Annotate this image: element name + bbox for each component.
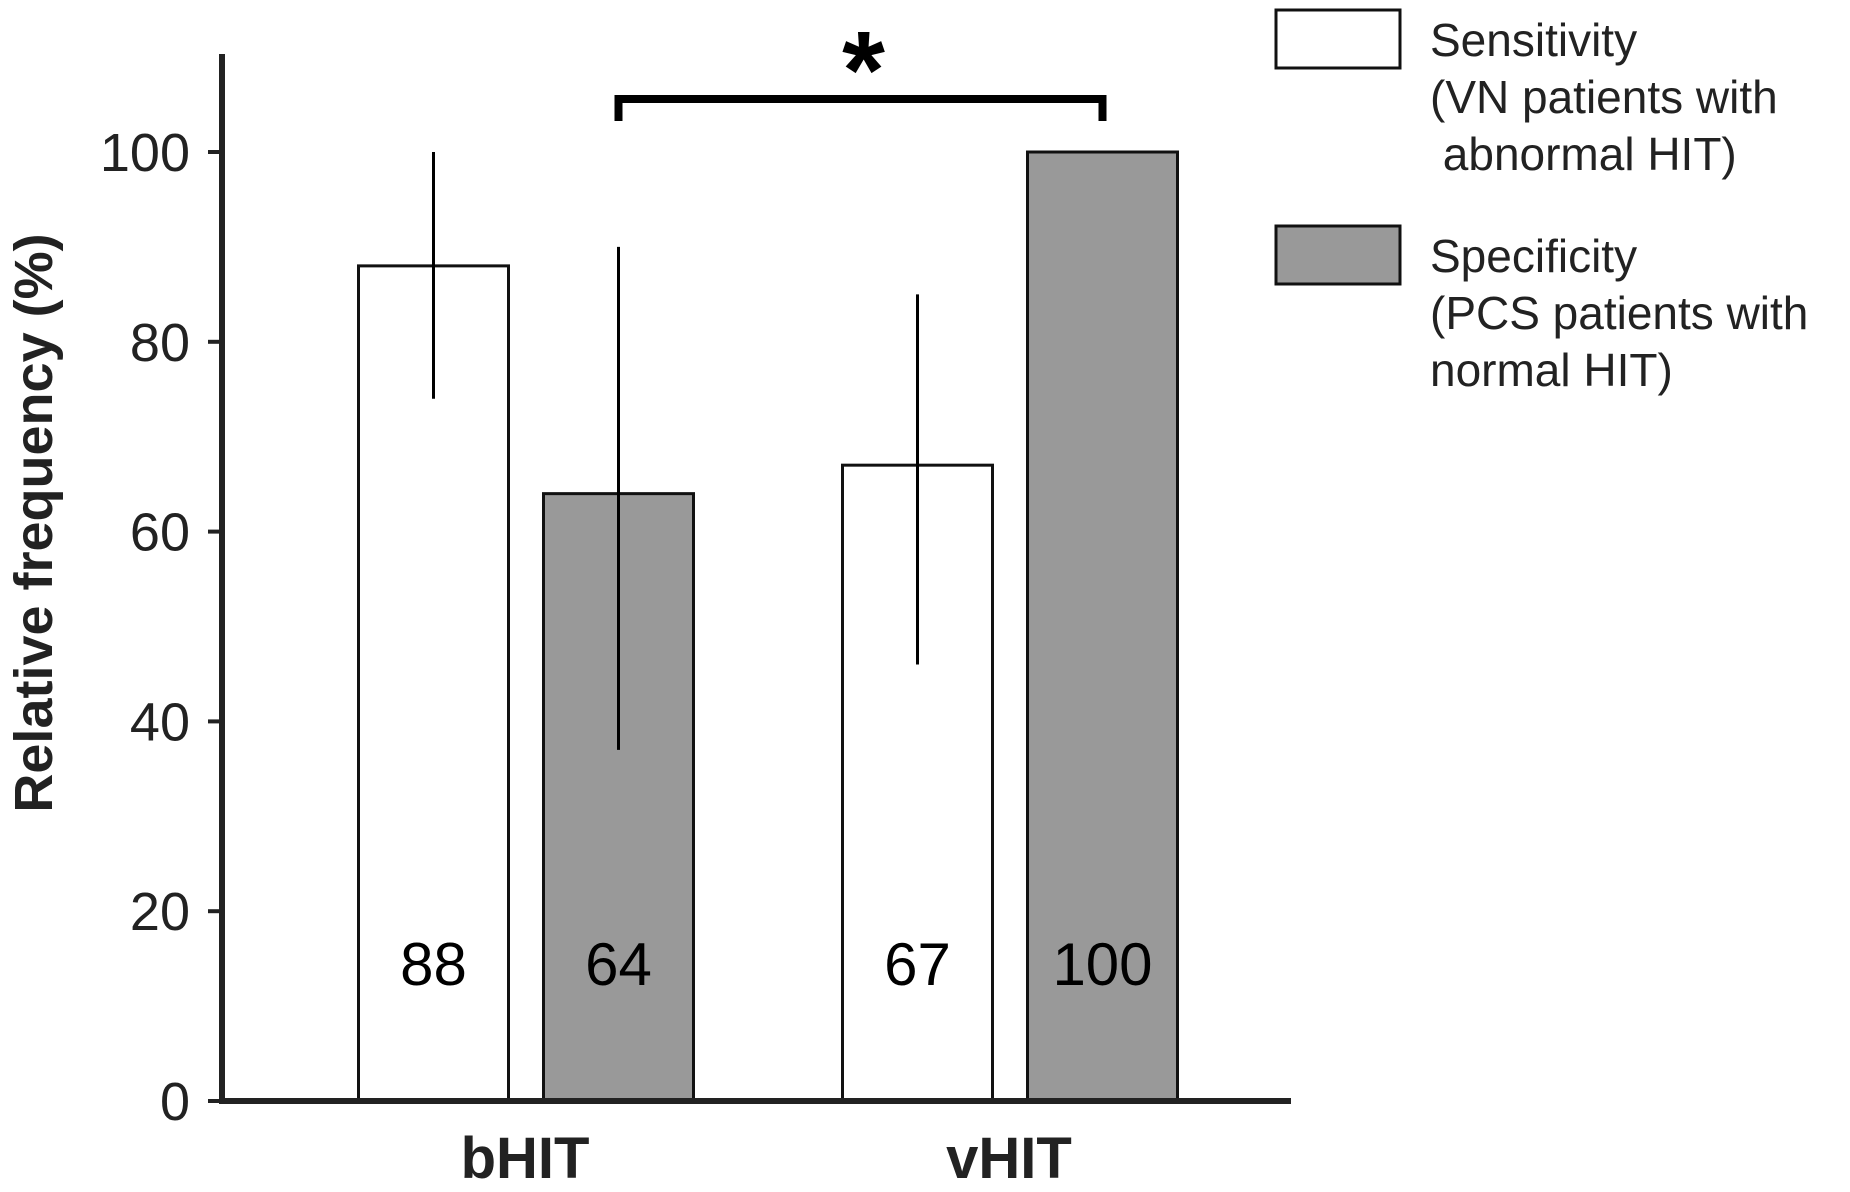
y-tick-label-20: 20 (130, 882, 190, 942)
y-tick-label-80: 80 (130, 313, 190, 373)
legend-line: Sensitivity (1430, 14, 1637, 66)
legend-swatch-specificity (1274, 224, 1402, 286)
bar-sensitivity-bhit (357, 264, 510, 1103)
x-category-label-vhit: vHIT (946, 1126, 1072, 1191)
x-category-label-bhit: bHIT (461, 1126, 590, 1191)
value-label-sensitivity-bhit: 88 (400, 931, 467, 998)
value-labels: 88 67 64 100 (400, 931, 1152, 998)
significance-bracket-line (614, 95, 1107, 121)
legend-line: abnormal HIT) (1430, 128, 1737, 180)
legend-line: (PCS patients with (1430, 287, 1808, 339)
legend-item-specificity: Specificity (PCS patients with normal HIT) (1274, 224, 1808, 396)
y-tick-label-60: 60 (130, 503, 190, 563)
significance-star: * (842, 9, 885, 132)
legend: Sensitivity (VN patients with abnormal HI… (1274, 8, 1808, 396)
axes-layer (219, 54, 1291, 1104)
legend-label-specificity: Specificity (PCS patients with normal HIT) (1430, 230, 1808, 396)
legend-line: Specificity (1430, 230, 1637, 282)
legend-line: (VN patients with (1430, 71, 1778, 123)
legend-line: normal HIT) (1430, 344, 1673, 396)
significance-bracket: * (614, 9, 1107, 132)
y-axis-label: Relative frequency (%) (4, 233, 64, 812)
y-tick-label-0: 0 (160, 1072, 190, 1132)
y-tick-label-40: 40 (130, 692, 190, 752)
value-label-specificity-bhit: 64 (585, 931, 652, 998)
bar-specificity-vhit (1026, 150, 1179, 1103)
y-ticks: 0 20 40 60 80 100 (100, 123, 222, 1132)
legend-swatch-sensitivity (1274, 8, 1402, 70)
value-label-specificity-vhit: 100 (1052, 931, 1152, 998)
legend-item-sensitivity: Sensitivity (VN patients with abnormal HI… (1274, 8, 1778, 180)
legend-label-sensitivity: Sensitivity (VN patients with abnormal HI… (1430, 14, 1778, 180)
error-bars-layer (432, 152, 919, 750)
value-label-sensitivity-vhit: 67 (884, 931, 951, 998)
y-tick-label-100: 100 (100, 123, 190, 183)
x-category-labels: bHIT vHIT (461, 1126, 1072, 1191)
